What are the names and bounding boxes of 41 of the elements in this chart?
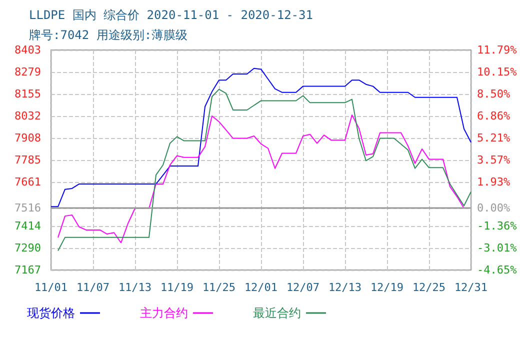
x-tick-label: 12/19	[370, 281, 404, 294]
x-tick-label: 11/19	[160, 281, 194, 294]
y2-tick-label: -3.01%	[477, 242, 518, 255]
line-series	[58, 114, 464, 244]
y-tick-label: 7661	[14, 176, 41, 189]
chart-subtitle: 牌号:7042 用途级别:薄膜级	[29, 28, 188, 42]
y-tick-label: 7290	[14, 242, 41, 255]
y-tick-label: 8155	[14, 88, 41, 101]
chart-title: LLDPE 国内 综合价 2020-11-01 - 2020-12-31	[29, 8, 313, 22]
y-tick-label: 7167	[14, 264, 41, 276]
y-tick-label: 8279	[14, 66, 41, 79]
y2-tick-label: 10.15%	[477, 65, 518, 78]
y-tick-label: 7908	[14, 132, 41, 145]
line-series	[50, 68, 472, 208]
y-tick-label: 7785	[14, 154, 41, 166]
line-series	[58, 88, 472, 252]
y-tick-label: 8032	[14, 110, 41, 123]
x-tick-label: 11/07	[76, 281, 110, 294]
y-tick-label: 7516	[14, 201, 41, 214]
x-tick-label: 11/25	[202, 281, 236, 294]
x-tick-label: 11/13	[118, 281, 152, 294]
legend-label: 最近合约	[253, 306, 301, 320]
x-tick-label: 12/25	[412, 281, 446, 294]
legend-label: 现货价格	[27, 306, 75, 320]
y2-tick-label: 8.50%	[477, 88, 510, 101]
y2-tick-label: 0.00%	[477, 201, 510, 214]
y-tick-label: 8403	[14, 44, 41, 56]
y2-tick-label: 5.21%	[477, 132, 510, 145]
y2-tick-label: 11.79%	[477, 44, 518, 56]
y2-tick-label: 6.86%	[477, 109, 510, 122]
x-tick-label: 12/07	[286, 281, 320, 294]
y2-tick-label: -4.65%	[477, 264, 518, 276]
y2-tick-label: -1.36%	[477, 219, 518, 232]
x-tick-label: 11/01	[34, 281, 68, 294]
y2-tick-label: 1.93%	[477, 175, 510, 188]
y2-tick-label: 3.57%	[477, 154, 510, 166]
x-tick-label: 12/13	[328, 281, 362, 294]
x-tick-label: 12/01	[244, 281, 278, 294]
legend-label: 主力合约	[140, 306, 188, 320]
x-tick-label: 12/31	[454, 281, 488, 294]
y-tick-label: 7414	[14, 220, 42, 233]
